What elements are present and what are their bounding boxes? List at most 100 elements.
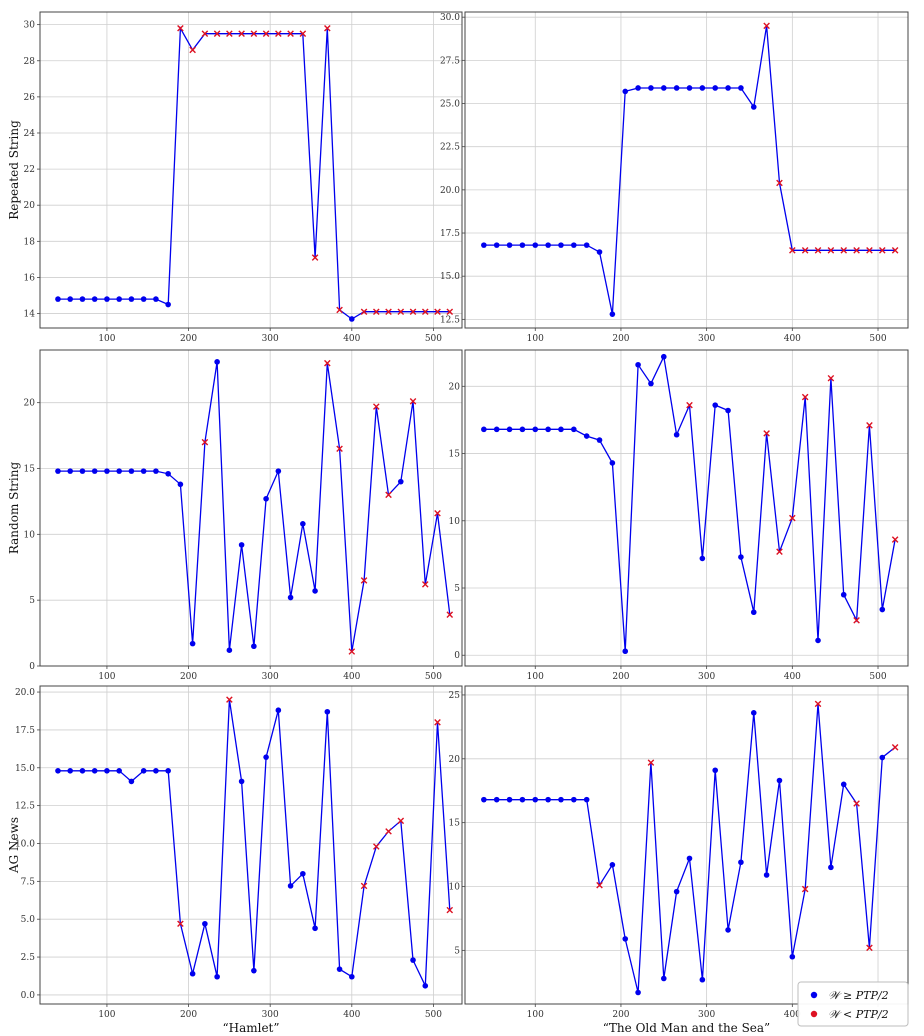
data-point-cross [213, 30, 221, 37]
data-point [287, 594, 294, 601]
x-tick-label: 100 [98, 334, 115, 344]
data-point [422, 983, 429, 989]
plot-frame [464, 349, 909, 667]
data-point-cross [446, 906, 454, 914]
data-point [202, 920, 208, 927]
data-point-cross [385, 491, 392, 499]
y-tick-label: 2.5 [21, 953, 36, 963]
data-point [79, 468, 86, 474]
y-tick-label: 16 [24, 273, 36, 283]
data-point [635, 361, 641, 368]
data-point-cross [201, 30, 209, 37]
data-point [153, 768, 159, 774]
data-point [686, 855, 693, 862]
data-point-cross [827, 374, 835, 382]
data-point [519, 796, 526, 803]
y-tick-label: 15 [24, 465, 36, 475]
data-point [91, 296, 98, 302]
x-tick-label: 400 [343, 1010, 360, 1020]
data-point [545, 242, 551, 248]
data-point-cross [201, 438, 209, 446]
y-tick-label: 10 [24, 530, 36, 540]
data-point-cross [226, 696, 233, 703]
y-tick-label: 7.5 [21, 877, 36, 887]
x-tick-label: 400 [784, 1010, 801, 1020]
legend-marker [810, 991, 818, 999]
data-point [840, 591, 847, 598]
x-tick-label: 400 [343, 672, 360, 682]
data-point [275, 468, 282, 474]
y-tick-label: 25 [449, 691, 461, 701]
data-point [165, 470, 171, 477]
data-point [545, 796, 551, 803]
data-point [506, 426, 513, 433]
data-point [699, 976, 706, 983]
y-tick-label: 22 [24, 165, 35, 175]
data-point [214, 359, 220, 365]
data-point-cross [372, 403, 380, 410]
data-point [596, 437, 603, 443]
data-point [635, 989, 641, 996]
data-point [238, 778, 245, 785]
x-tick-label: 100 [527, 1010, 544, 1020]
data-point-cross [866, 944, 873, 952]
data-point [648, 85, 654, 91]
data-point [263, 495, 269, 502]
data-point [214, 973, 220, 980]
data-point [583, 796, 590, 803]
y-tick-label: 10.0 [15, 839, 35, 849]
data-point [545, 426, 551, 433]
data-point [815, 637, 821, 644]
data-point [481, 242, 487, 248]
data-point [251, 643, 257, 650]
y-tick-label: 12.5 [15, 802, 35, 812]
y-tick-label: 10 [449, 517, 461, 527]
data-point [609, 311, 616, 317]
data-point-cross [336, 445, 343, 453]
data-point-cross [686, 401, 693, 409]
data-point [128, 468, 135, 474]
data-point [349, 316, 355, 322]
data-point-cross [891, 744, 899, 751]
data-point-cross [287, 30, 294, 37]
plot-frame [39, 349, 463, 667]
y-tick-label: 14 [24, 310, 36, 320]
data-point-cross [814, 247, 822, 254]
data-point [67, 468, 74, 474]
data-point-cross [840, 247, 848, 254]
data-point-cross [801, 247, 809, 254]
data-point-cross [299, 30, 307, 37]
data-point-cross [446, 308, 454, 316]
y-tick-label: 0 [454, 651, 460, 661]
data-point [532, 426, 539, 433]
data-point [324, 708, 331, 715]
data-point [397, 478, 404, 485]
data-point [263, 754, 269, 760]
data-point-cross [814, 700, 822, 708]
data-point [140, 468, 147, 474]
data-point-cross [409, 398, 417, 405]
x-tick-label: 200 [612, 1010, 629, 1020]
data-point-cross [397, 308, 405, 316]
y-tick-label: 20 [24, 201, 36, 211]
data-point [519, 242, 526, 248]
data-point [91, 468, 98, 474]
y-tick-label: 30 [24, 21, 36, 31]
y-tick-label: 25.0 [440, 100, 460, 110]
data-point-cross [262, 30, 270, 37]
y-tick-label: 5 [454, 584, 460, 594]
data-point [55, 768, 61, 774]
x-tick-label: 500 [425, 1010, 442, 1020]
x-tick-label: 200 [612, 334, 629, 344]
data-point-cross [776, 548, 783, 555]
data-point-cross [853, 800, 860, 807]
x-axis-label: “The Old Man and the Sea” [603, 1021, 770, 1035]
y-tick-label: 10 [449, 883, 461, 893]
x-tick-label: 200 [180, 334, 197, 344]
data-point-cross [801, 393, 809, 401]
data-point [79, 296, 86, 302]
data-point [67, 768, 74, 774]
data-point-cross [311, 254, 319, 261]
data-point-cross [801, 885, 809, 893]
